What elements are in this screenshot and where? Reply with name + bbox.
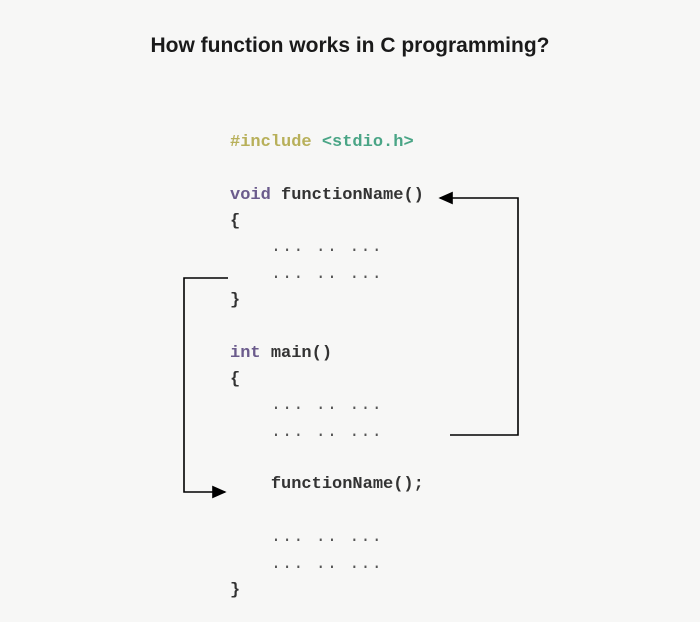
- call-arrow: [440, 198, 518, 435]
- ellipsis-line: ... .. ...: [271, 238, 383, 257]
- ellipsis-line: ... .. ...: [271, 528, 383, 547]
- close-brace-main: }: [230, 581, 240, 600]
- return-type-int: int: [230, 344, 261, 363]
- open-brace-fn: {: [230, 212, 240, 231]
- main-name: main: [271, 344, 312, 363]
- ellipsis-line: ... .. ...: [271, 265, 383, 284]
- ellipsis-line: ... .. ...: [271, 555, 383, 574]
- page-title: How function works in C programming?: [0, 34, 700, 58]
- include-header: <stdio.h>: [322, 133, 414, 152]
- code-block: #include <stdio.h> void functionName() {…: [230, 130, 424, 604]
- return-arrow: [184, 278, 228, 492]
- parens: (): [312, 344, 332, 363]
- function-name-decl: functionName: [281, 186, 403, 205]
- parens: (): [403, 186, 423, 205]
- include-keyword: #include: [230, 133, 312, 152]
- function-call: functionName();: [271, 475, 424, 494]
- return-type-void: void: [230, 186, 271, 205]
- ellipsis-line: ... .. ...: [271, 396, 383, 415]
- open-brace-main: {: [230, 370, 240, 389]
- ellipsis-line: ... .. ...: [271, 423, 383, 442]
- close-brace-fn: }: [230, 291, 240, 310]
